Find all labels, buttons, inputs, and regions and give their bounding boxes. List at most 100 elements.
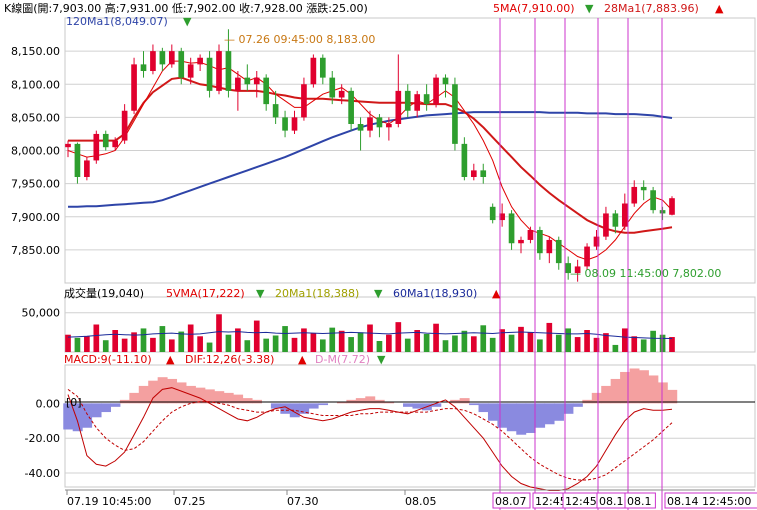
dm-bar xyxy=(648,375,659,404)
volume-bar xyxy=(319,339,326,352)
volume-bar xyxy=(348,337,354,352)
dm-bar xyxy=(204,389,215,404)
candle-up xyxy=(235,77,241,91)
candle-down xyxy=(404,90,411,111)
candle-down xyxy=(423,94,430,105)
volume-bar xyxy=(206,342,213,352)
dm-bar xyxy=(195,387,206,404)
volume-bar xyxy=(140,328,147,352)
dm-bar xyxy=(535,403,546,428)
vma20-down-arrow-icon: ▼ xyxy=(374,287,383,300)
ma28-series xyxy=(68,76,673,234)
candle-up xyxy=(338,90,345,98)
candle-up xyxy=(593,236,600,247)
volume-tick-label: 50,000 xyxy=(22,307,61,320)
volume-bar xyxy=(225,334,232,352)
marker-date-label: 08.1 xyxy=(627,495,652,508)
vma5-series xyxy=(67,331,673,339)
volume-bar xyxy=(603,333,609,352)
dm-bar xyxy=(591,392,602,404)
candle-up xyxy=(395,90,402,124)
volume-bar xyxy=(404,338,411,352)
ma28-line xyxy=(68,76,673,234)
volume-bar xyxy=(480,325,487,352)
marker-date-box xyxy=(492,492,531,509)
candle-down xyxy=(565,263,572,274)
volume-bar xyxy=(508,334,515,352)
volume-bar xyxy=(178,331,185,352)
candle-up xyxy=(187,64,194,78)
dm-bar xyxy=(629,368,640,404)
dm-bar xyxy=(667,389,678,404)
volume-bar xyxy=(159,326,166,352)
price-tick-label: 7,900.00 xyxy=(11,211,60,224)
dm-bar xyxy=(620,371,631,404)
candle-up xyxy=(93,133,100,161)
dm-bar xyxy=(289,403,300,418)
dm-bar xyxy=(469,403,480,406)
candle-down xyxy=(537,230,543,254)
candle-down xyxy=(376,117,383,128)
volume-bar xyxy=(650,330,656,352)
dm-bar xyxy=(214,391,225,404)
dm-bar xyxy=(563,403,574,414)
marker-date-box xyxy=(624,492,656,509)
candle-up xyxy=(527,230,534,240)
candle-up xyxy=(621,203,628,227)
price-tick-label: 8,050.00 xyxy=(11,111,60,124)
vma20-label: 20Ma1(18,388) xyxy=(275,287,359,300)
volume-bar xyxy=(621,328,628,352)
price-tick-label: 8,100.00 xyxy=(11,78,60,91)
volume-header: 成交量(19,040) xyxy=(64,286,144,300)
volume-bar xyxy=(272,335,279,352)
volume-bar xyxy=(216,314,222,352)
candle-up xyxy=(603,213,609,237)
volume-bar xyxy=(112,330,119,352)
volume-bar xyxy=(291,337,298,352)
volume-bar xyxy=(263,338,270,352)
ma120-label: 120Ma1(8,049.07) xyxy=(66,15,168,28)
volume-bar xyxy=(640,339,647,352)
volume-bar xyxy=(565,328,572,352)
volume-bar xyxy=(584,330,590,352)
volume-bar xyxy=(518,326,524,352)
candle-up xyxy=(367,117,373,131)
dm-bar xyxy=(657,382,668,404)
volume-bar xyxy=(395,322,402,352)
volume-bar xyxy=(376,341,383,352)
candle-down xyxy=(140,64,147,71)
dm-bar xyxy=(176,382,187,404)
candle-down xyxy=(348,90,354,124)
volume-bar xyxy=(452,335,458,352)
candle-up xyxy=(470,170,477,177)
candle-up xyxy=(168,51,175,65)
low-annotation: — 08.09 11:45:00 7,802.00 xyxy=(570,267,721,280)
candle-up xyxy=(216,51,222,91)
dm-bar xyxy=(412,403,423,409)
dm-bar xyxy=(82,403,93,428)
dif-series xyxy=(67,387,673,491)
volume-bar xyxy=(329,327,336,352)
dm-bar xyxy=(355,398,366,404)
price-header: K線圖(開:7,903.00 高:7,931.00 低:7,902.00 收:7… xyxy=(4,1,368,15)
dif-label: DIF:12,26(-3.38) xyxy=(185,353,274,366)
price-tick-label: 8,000.00 xyxy=(11,145,60,158)
candle-down xyxy=(159,51,166,65)
grid-lines xyxy=(65,50,755,474)
date-markers[interactable] xyxy=(499,18,663,510)
candle-down xyxy=(650,190,656,211)
volume-bar xyxy=(131,332,137,352)
dm-bar xyxy=(157,377,168,404)
volume-bar xyxy=(461,330,468,352)
volume-bar xyxy=(423,333,430,352)
candle-up xyxy=(546,239,553,254)
ma120-down-arrow-icon: ▼ xyxy=(183,15,192,28)
volume-bar xyxy=(433,323,439,352)
ma28-label: 28Ma1(7,883.96) xyxy=(604,2,699,15)
candlestick-series xyxy=(65,29,675,282)
ma5-down-arrow-icon: ▼ xyxy=(585,2,594,15)
vma5-line xyxy=(67,331,673,339)
volume-bar xyxy=(386,334,392,352)
